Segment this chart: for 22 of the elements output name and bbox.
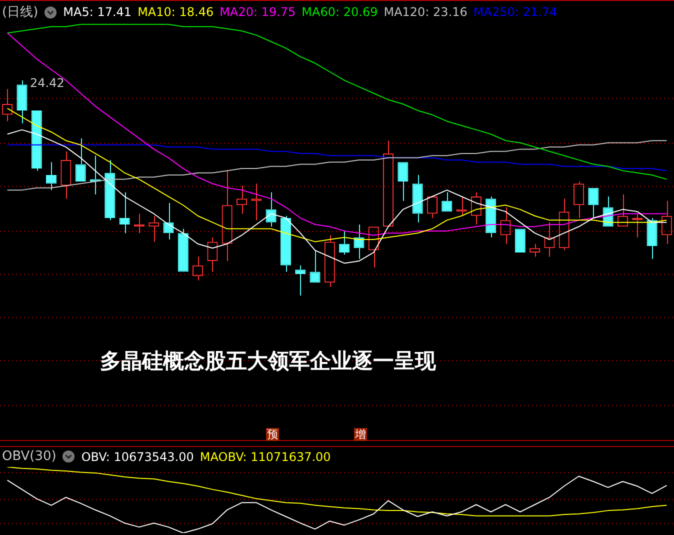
chart-title: OBV(30) — [2, 449, 56, 464]
candlestick — [398, 162, 408, 202]
text: 增 — [354, 428, 367, 441]
chart-title: (日线) — [2, 4, 38, 21]
candlestick — [280, 215, 291, 272]
candlestick — [104, 159, 116, 221]
candlestick — [646, 218, 658, 260]
candlestick — [16, 80, 28, 124]
text: MA60: 20.69 — [302, 5, 378, 19]
text: MA10: 18.46 — [138, 5, 214, 19]
text: MA250: 21.74 — [473, 5, 558, 19]
candlestick — [412, 174, 423, 223]
text: OBV: 10673543.00 — [81, 450, 194, 464]
series-label: MAOBV: 11071637.00 — [200, 450, 331, 464]
text: MA120: 23.16 — [384, 5, 468, 19]
text: MA5: 17.41 — [63, 5, 132, 19]
text: 多晶硅概念股五大领军企业逐一呈现 — [100, 348, 436, 375]
candlestick — [486, 196, 496, 238]
candlestick — [295, 264, 306, 296]
annotation: 24.42 — [30, 76, 64, 90]
text: MA20: 19.75 — [220, 5, 296, 19]
text: 预 — [266, 428, 279, 441]
